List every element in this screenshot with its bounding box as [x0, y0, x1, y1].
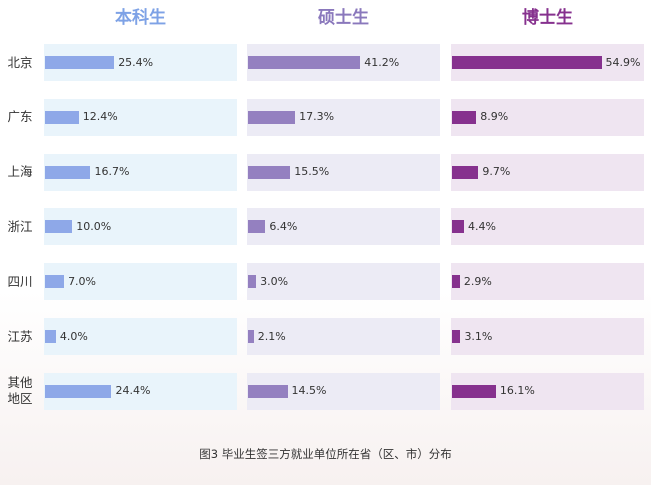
series-header-1: 本科生: [115, 8, 166, 28]
category-label-6: 江苏: [0, 318, 40, 355]
value-label-2-1: 41.2%: [364, 55, 400, 69]
value-label-3-2: 8.9%: [480, 110, 509, 124]
series-header-3: 博士生: [522, 8, 573, 28]
panel-background: [451, 263, 644, 301]
bar-3-3: [452, 165, 479, 179]
chart-caption: 图3 毕业生签三方就业单位所在省（区、市）分布: [199, 447, 452, 461]
panel-background: [451, 153, 644, 191]
value-label-2-3: 15.5%: [294, 165, 330, 179]
bar-2-6: [248, 330, 254, 343]
bar-1-5: [45, 275, 65, 289]
bar-2-4: [248, 220, 266, 234]
bar-2-5: [248, 275, 257, 289]
panel-background: [451, 208, 644, 246]
value-label-2-4: 6.4%: [269, 219, 298, 233]
bar-2-2: [248, 110, 296, 124]
category-label-line: 其他: [7, 375, 33, 391]
value-label-2-7: 14.5%: [291, 384, 327, 398]
series-header-2: 硕士生: [318, 8, 369, 28]
value-label-1-3: 16.7%: [94, 165, 130, 179]
category-label-line: 地区: [7, 391, 33, 407]
value-label-2-2: 17.3%: [299, 110, 335, 124]
category-label-4: 浙江: [0, 208, 40, 245]
bar-1-6: [45, 330, 56, 343]
bar-3-7: [452, 384, 496, 398]
value-label-3-7: 16.1%: [499, 384, 535, 398]
bar-2-7: [248, 384, 288, 398]
panel-background: [44, 208, 237, 246]
value-label-1-5: 7.0%: [68, 274, 97, 288]
value-label-1-1: 25.4%: [118, 55, 154, 69]
bar-1-2: [45, 110, 79, 124]
bar-3-1: [452, 56, 602, 69]
bar-3-2: [452, 110, 477, 124]
value-label-3-6: 3.1%: [464, 329, 493, 343]
panel-background: [44, 318, 237, 355]
bar-3-5: [452, 275, 460, 289]
value-label-1-2: 12.4%: [82, 110, 118, 124]
bar-1-7: [45, 384, 112, 398]
panel-background: [247, 263, 440, 301]
category-label-3: 上海: [0, 154, 40, 191]
category-label-line: 北京: [7, 54, 33, 70]
bar-2-3: [248, 165, 291, 179]
panel-background: [44, 263, 237, 301]
panel-background: [247, 318, 440, 355]
category-label-line: 浙江: [7, 218, 33, 234]
category-label-line: 江苏: [7, 328, 33, 344]
category-label-7: 其他 地区: [0, 373, 40, 410]
value-label-2-6: 2.1%: [257, 329, 286, 343]
category-label-line: 广东: [7, 109, 33, 125]
value-label-3-4: 4.4%: [467, 219, 496, 233]
value-label-3-5: 2.9%: [463, 274, 492, 288]
bar-1-4: [45, 220, 73, 234]
value-label-3-3: 9.7%: [482, 165, 511, 179]
panel-background: [451, 318, 644, 355]
bar-2-1: [248, 56, 361, 69]
category-label-1: 北京: [0, 44, 40, 81]
value-label-1-6: 4.0%: [59, 329, 88, 343]
bar-1-3: [45, 165, 91, 179]
value-label-1-7: 24.4%: [115, 384, 151, 398]
category-label-2: 广东: [0, 99, 40, 136]
panel-background: [247, 208, 440, 246]
bar-3-4: [452, 220, 464, 234]
value-label-2-5: 3.0%: [260, 274, 289, 288]
value-label-3-1: 54.9%: [605, 55, 641, 69]
category-label-5: 四川: [0, 263, 40, 300]
bar-3-6: [452, 330, 461, 343]
category-label-line: 四川: [7, 273, 33, 289]
panel-background: [451, 98, 644, 136]
bar-1-1: [45, 56, 115, 69]
value-label-1-4: 10.0%: [76, 219, 112, 233]
category-label-line: 上海: [7, 164, 33, 180]
